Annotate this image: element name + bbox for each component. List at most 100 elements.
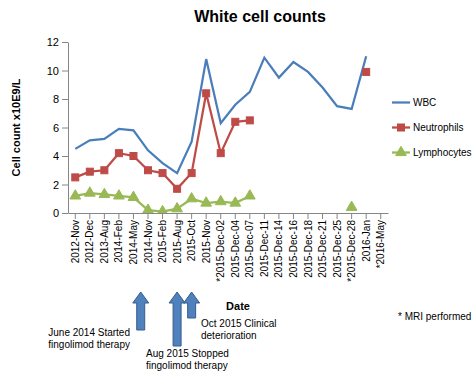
x-tick: 2014-Feb [113,213,124,263]
y-axis: 024681012 [47,36,69,219]
y-tick-label: 12 [47,36,59,48]
data-point [232,118,239,125]
x-tick-mark [191,213,192,219]
y-tick: 12 [47,36,68,48]
x-tick-mark [293,213,294,219]
annotation: Oct 2015 Clinicaldeterioration [184,292,277,341]
x-tick: 2015-Dec-18 [303,213,314,278]
data-point [72,174,79,181]
annotation-arrow [133,292,149,330]
annotation-text: Aug 2015 Stoppedfingolimod therapy [146,348,229,371]
x-tick: 2015-Dec-16 [288,213,299,278]
chart: White cell counts0246810122012-Nov2012-D… [0,0,474,379]
data-point [145,167,152,174]
x-tick: 2015-Aug [172,213,183,263]
x-tick-mark [104,213,105,219]
x-tick-label: *2015-Dec-02 [215,220,226,282]
y-tick-label: 2 [53,179,59,191]
legend-item: WBC [392,97,436,108]
x-tick: 2015-Oct [186,213,197,261]
data-point [346,201,357,210]
legend-label: WBC [413,97,436,108]
x-tick-mark [133,213,134,219]
x-tick-mark [206,213,207,219]
y-tick-label: 4 [53,150,59,162]
x-tick: 2015-Dec-21 [317,213,328,278]
series [72,68,370,192]
x-tick: *2015-Dec-28 [346,213,357,282]
y-tick: 2 [53,179,68,191]
y-tick-label: 8 [53,93,59,105]
x-axis-line [69,213,389,214]
x-axis-title: Date [226,300,250,312]
data-point [172,203,183,212]
x-tick-label: 2015-Dec-04 [230,220,241,278]
x-tick-mark [177,213,178,219]
data-point [244,190,255,199]
legend-label: Lymphocytes [413,147,472,158]
annotation-text: June 2014 Startedfingolimod therapy [48,327,130,350]
y-tick-label: 0 [53,207,59,219]
legend: WBC Neutrophils Lymphocytes [392,97,472,158]
annotation-arrow [169,292,185,346]
x-tick-mark [264,213,265,219]
y-tick-label: 10 [47,65,59,77]
data-point [201,197,212,206]
data-point [143,204,154,213]
legend-marker [398,124,405,131]
y-tick-mark [62,99,68,100]
x-tick-label: 2015-Oct [186,220,197,261]
data-point [114,190,125,199]
x-tick: 2014-Nov [143,213,154,263]
series [70,187,357,213]
data-point [157,205,168,213]
y-tick-mark [62,213,68,214]
x-tick-label: 2015-Dec-14 [273,220,284,278]
x-tick-label: 2015-Dec-07 [244,220,255,278]
x-tick-label: 2015-Dec-16 [288,220,299,278]
legend-label: Neutrophils [413,122,464,133]
y-tick-mark [62,185,68,186]
x-tick-label: 2012-Dec [84,220,95,263]
y-tick: 4 [53,150,68,162]
data-point [70,190,81,199]
legend-swatch [392,101,410,103]
x-tick-label: 2014-Nov [143,220,154,263]
y-axis-title: Cell count x10E9/L [10,78,22,176]
x-tick-mark [380,213,381,219]
annotation-text: Oct 2015 Clinicaldeterioration [201,318,277,341]
y-axis-line [68,43,69,214]
x-axis: 2012-Nov2012-Dec2013-Aug2014-Feb2014-May… [69,213,389,282]
x-tick: 2015-Dec-04 [230,213,241,278]
x-tick-mark [322,213,323,219]
x-tick: 2015-Dec-11 [259,213,270,277]
x-tick-label: *2015-Dec-28 [346,220,357,282]
x-tick-label: 2015-Dec-11 [259,220,270,278]
data-point [188,170,195,177]
x-tick-mark [118,213,119,219]
data-point [84,187,95,196]
x-tick-label: 2014-May [128,220,139,264]
x-tick-label: 2015-Dec-21 [317,220,328,278]
data-point [203,90,210,97]
data-point [99,188,110,197]
legend-marker [396,146,407,155]
x-tick-label: 2015-Aug [172,220,183,263]
x-tick-mark [75,213,76,219]
series-line [75,56,366,173]
data-point [174,185,181,192]
series-line [75,93,250,188]
x-tick-mark [278,213,279,219]
x-tick-mark [308,213,309,219]
data-point [128,191,139,200]
x-tick-label: 2013-Aug [99,220,110,263]
x-tick-mark [148,213,149,219]
x-tick-mark [235,213,236,219]
x-tick: 2016-Jan [361,213,372,262]
title: White cell counts [194,8,326,25]
x-tick-label: 2016-Jan [361,220,372,262]
x-tick-mark [162,213,163,219]
y-tick-mark [62,71,68,72]
y-tick-mark [62,156,68,157]
x-tick: 2015-Dec-07 [244,213,255,278]
